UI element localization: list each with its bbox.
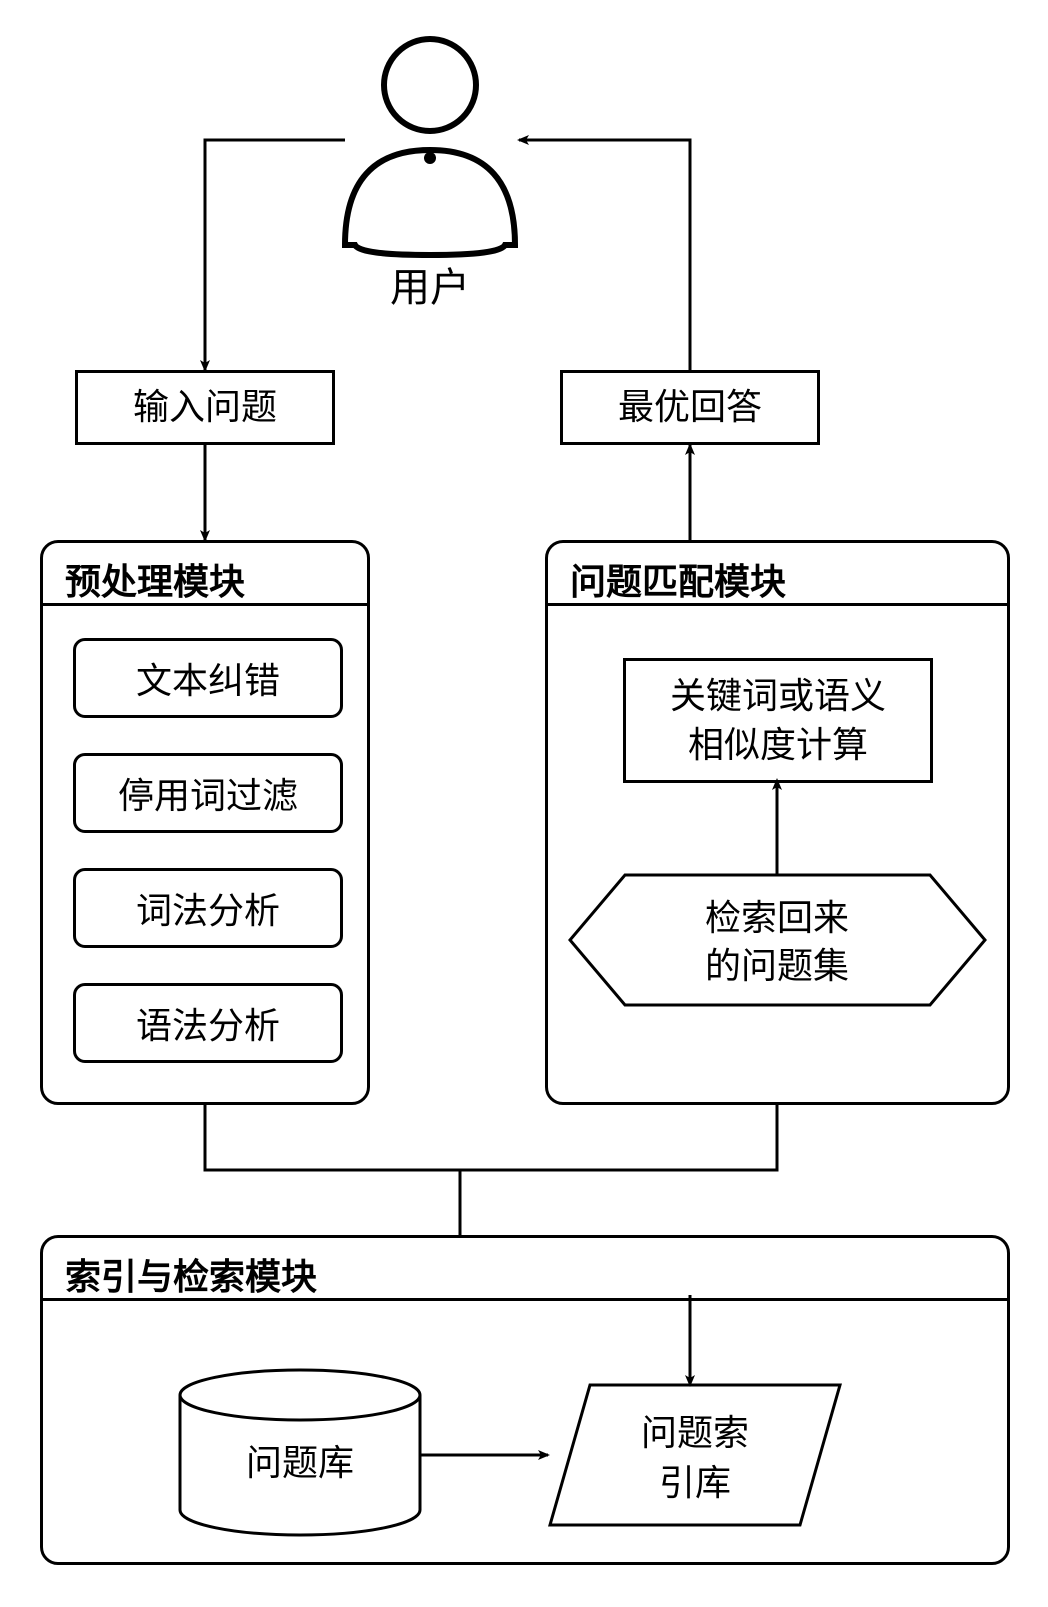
similarity-line2: 相似度计算	[688, 721, 868, 770]
similarity-box: 关键词或语义 相似度计算	[623, 658, 933, 783]
input-question-box: 输入问题	[75, 370, 335, 445]
input-question-text: 输入问题	[133, 383, 277, 432]
edge-user-to-input	[205, 140, 345, 370]
preprocess-item-1: 停用词过滤	[73, 753, 343, 833]
preprocess-module: 预处理模块 文本纠错 停用词过滤 词法分析 语法分析	[40, 540, 370, 1105]
index-retrieval-module: 索引与检索模块	[40, 1235, 1010, 1565]
preprocess-title: 预处理模块	[65, 553, 245, 605]
preprocess-item-2-text: 词法分析	[136, 882, 280, 934]
preprocess-item-0: 文本纠错	[73, 638, 343, 718]
preprocess-item-2: 词法分析	[73, 868, 343, 948]
diagram-canvas: 用户 输入问题 最优回答 预处理模块 文本纠错 停用词过滤 词法分析 语法分析 …	[0, 0, 1048, 1607]
preprocess-item-0-text: 文本纠错	[136, 652, 280, 704]
edge-answer-to-user	[519, 140, 690, 370]
preprocess-item-1-text: 停用词过滤	[118, 767, 298, 819]
edge-preprocess-down	[205, 1105, 460, 1170]
similarity-line1: 关键词或语义	[670, 672, 886, 721]
best-answer-box: 最优回答	[560, 370, 820, 445]
preprocess-item-3-text: 语法分析	[136, 997, 280, 1049]
index-retrieval-title: 索引与检索模块	[65, 1248, 317, 1300]
preprocess-item-3: 语法分析	[73, 983, 343, 1063]
edge-matching-down	[460, 1105, 777, 1170]
best-answer-text: 最优回答	[618, 383, 762, 432]
matching-title: 问题匹配模块	[570, 553, 786, 605]
user-icon	[345, 39, 515, 255]
user-label: 用户	[370, 255, 490, 313]
matching-module: 问题匹配模块 关键词或语义 相似度计算	[545, 540, 1010, 1105]
